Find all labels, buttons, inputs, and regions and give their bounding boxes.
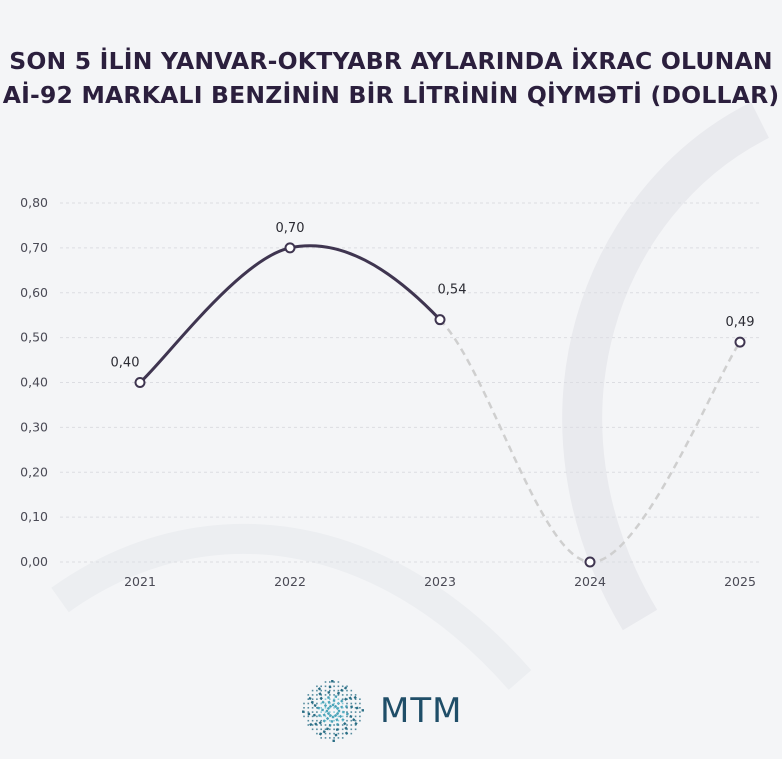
data-point [284, 242, 296, 254]
x-axis-ticks: 2021 2022 2023 2024 2025 [124, 574, 756, 589]
data-points [134, 242, 746, 568]
line-chart: 0,00 0,10 0,20 0,30 0,40 0,50 0,60 0,70 0,80 202… [20, 195, 760, 589]
series-line-solid [138, 244, 442, 384]
series-line-dashed [439, 318, 742, 564]
x-tick-label: 2024 [574, 574, 606, 589]
grid-lines [60, 202, 760, 563]
y-tick-label: 0,70 [20, 240, 48, 255]
y-tick-label: 0,00 [20, 554, 48, 569]
data-point [134, 377, 146, 388]
logo-text: MTM [380, 691, 463, 731]
data-labels: 0,40 0,70 0,54 0,49 [111, 221, 755, 371]
x-tick-label: 2022 [274, 574, 306, 589]
chart-title-line-2: Aİ-92 MARKALI BENZİNİN BİR LİTRİNİN QİYM… [2, 81, 780, 109]
y-tick-label: 0,50 [20, 330, 48, 345]
y-tick-label: 0,60 [20, 285, 48, 300]
mtm-logo: MTM [300, 678, 462, 744]
y-tick-label: 0,80 [20, 195, 48, 210]
data-label: 0,49 [726, 315, 755, 330]
data-label: 0,54 [438, 283, 467, 298]
chart-title-line-1: SON 5 İLİN YANVAR-OKTYABR AYLARINDA İXRA… [9, 47, 773, 75]
y-axis-ticks: 0,00 0,10 0,20 0,30 0,40 0,50 0,60 0,70 0,80 [20, 195, 48, 569]
y-tick-label: 0,20 [20, 464, 48, 479]
chart-title: SON 5 İLİN YANVAR-OKTYABR AYLARINDA İXRA… [0, 44, 782, 112]
data-label: 0,70 [276, 221, 305, 236]
data-point [584, 556, 596, 568]
y-tick-label: 0,30 [20, 419, 48, 434]
y-tick-label: 0,40 [20, 375, 48, 390]
data-point [434, 314, 446, 326]
mtm-starburst-logo-icon [301, 679, 365, 743]
data-point [734, 336, 746, 348]
x-tick-label: 2023 [424, 574, 456, 589]
x-tick-label: 2021 [124, 574, 156, 589]
y-tick-label: 0,10 [20, 509, 48, 524]
data-label: 0,40 [111, 356, 140, 371]
x-tick-label: 2025 [724, 574, 756, 589]
